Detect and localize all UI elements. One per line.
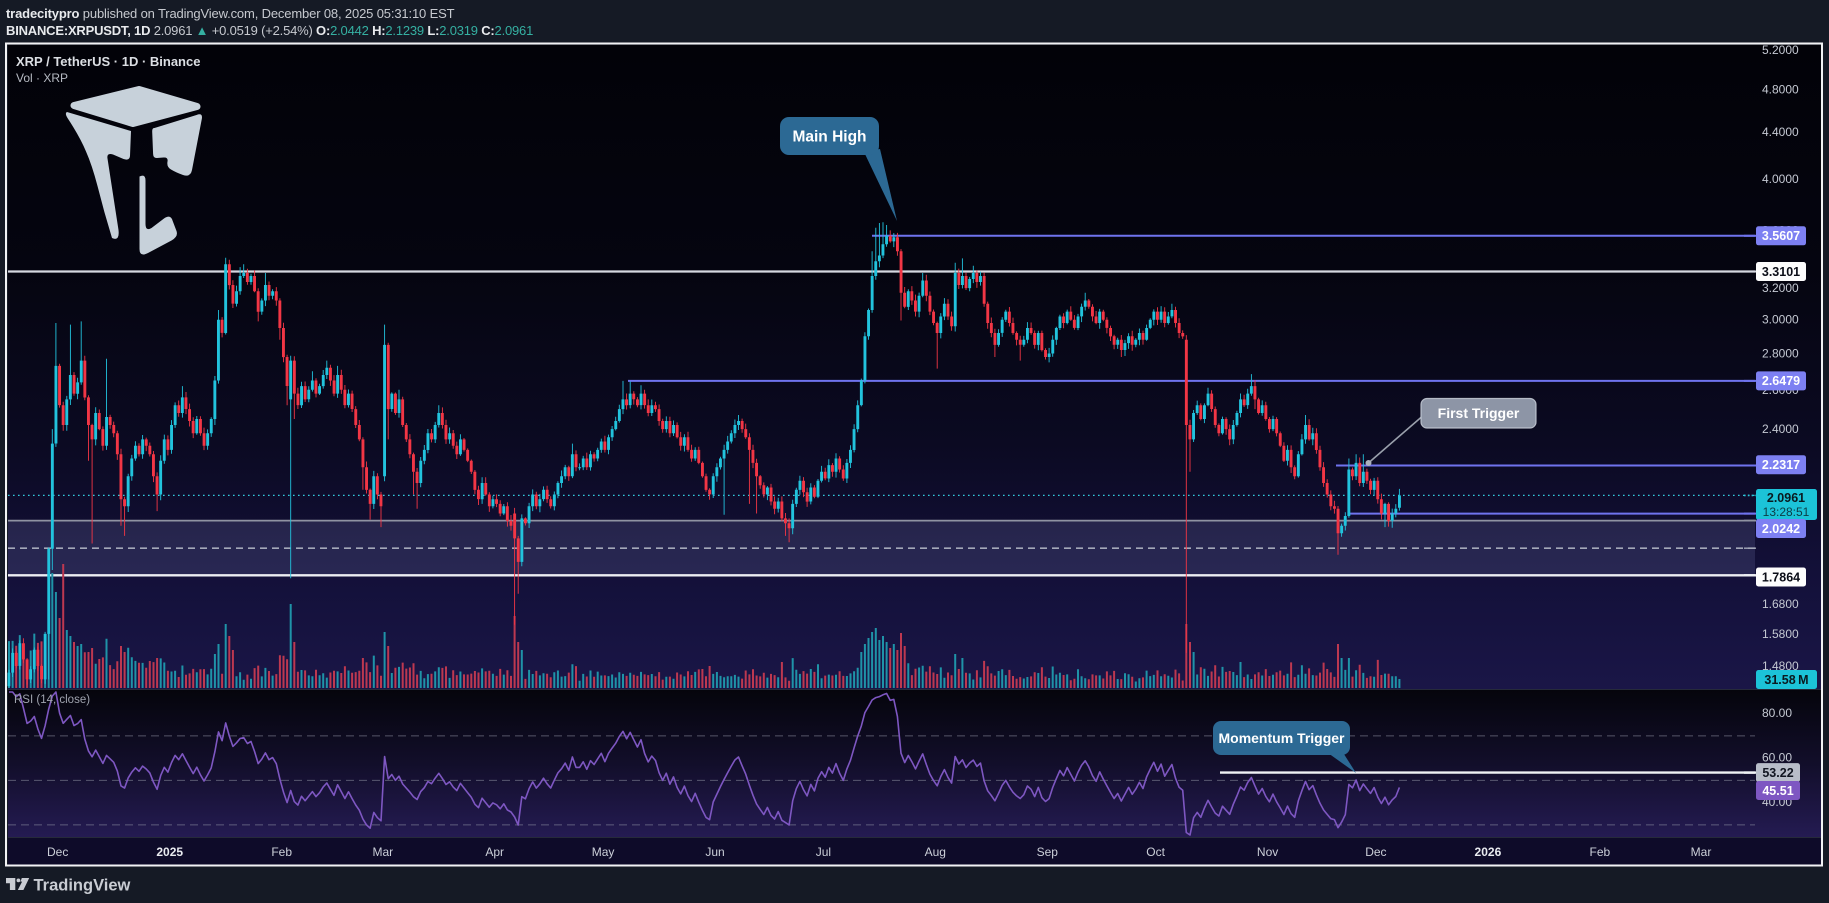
svg-text:1.5800: 1.5800 bbox=[1762, 627, 1799, 641]
svg-text:BINANCE:XRPUSDT, 1D 2.0961 ▲ +: BINANCE:XRPUSDT, 1D 2.0961 ▲ +0.0519 (+2… bbox=[6, 23, 533, 38]
svg-text:Nov: Nov bbox=[1257, 845, 1278, 859]
svg-text:2026: 2026 bbox=[1475, 845, 1502, 859]
svg-text:May: May bbox=[592, 845, 615, 859]
svg-text:Momentum Trigger: Momentum Trigger bbox=[1218, 730, 1345, 746]
svg-text:Jun: Jun bbox=[705, 845, 724, 859]
svg-text:Oct: Oct bbox=[1146, 845, 1165, 859]
svg-text:XRP / TetherUS · 1D · Binance: XRP / TetherUS · 1D · Binance bbox=[16, 54, 200, 69]
svg-text:3.0000: 3.0000 bbox=[1762, 313, 1799, 327]
svg-text:2.6479: 2.6479 bbox=[1762, 374, 1800, 388]
svg-text:4.8000: 4.8000 bbox=[1762, 82, 1799, 96]
svg-text:RSI (14, close): RSI (14, close) bbox=[14, 694, 90, 706]
svg-text:31.58 M: 31.58 M bbox=[1764, 673, 1808, 687]
svg-text:1.4800: 1.4800 bbox=[1762, 659, 1799, 673]
svg-text:2025: 2025 bbox=[156, 845, 183, 859]
svg-text:45.51: 45.51 bbox=[1762, 784, 1793, 798]
svg-text:2.0961: 2.0961 bbox=[1767, 491, 1805, 505]
svg-text:1.6800: 1.6800 bbox=[1762, 597, 1799, 611]
svg-text:1.7864: 1.7864 bbox=[1762, 570, 1800, 584]
svg-text:Apr: Apr bbox=[485, 845, 504, 859]
svg-text:4.0000: 4.0000 bbox=[1762, 172, 1799, 186]
svg-text:3.5607: 3.5607 bbox=[1762, 229, 1800, 243]
svg-text:Jul: Jul bbox=[816, 845, 831, 859]
svg-text:First Trigger: First Trigger bbox=[1438, 405, 1520, 421]
svg-text:3.3101: 3.3101 bbox=[1762, 265, 1800, 279]
svg-text:5.2000: 5.2000 bbox=[1762, 43, 1799, 57]
svg-text:2.0242: 2.0242 bbox=[1762, 522, 1800, 536]
svg-text:Sep: Sep bbox=[1037, 845, 1059, 859]
svg-text:Dec: Dec bbox=[1365, 845, 1386, 859]
svg-text:Feb: Feb bbox=[1590, 845, 1611, 859]
svg-text:Main High: Main High bbox=[792, 129, 866, 146]
svg-text:53.22: 53.22 bbox=[1762, 766, 1793, 780]
svg-text:80.00: 80.00 bbox=[1762, 706, 1792, 720]
svg-text:2.4000: 2.4000 bbox=[1762, 422, 1799, 436]
svg-text:2.8000: 2.8000 bbox=[1762, 347, 1799, 361]
svg-text:Mar: Mar bbox=[372, 845, 393, 859]
svg-text:Mar: Mar bbox=[1691, 845, 1712, 859]
svg-text:Dec: Dec bbox=[47, 845, 68, 859]
svg-text:Vol · XRP: Vol · XRP bbox=[16, 71, 68, 85]
svg-text:tradecitypro published on Trad: tradecitypro published on TradingView.co… bbox=[6, 6, 455, 21]
svg-text:13:28:51: 13:28:51 bbox=[1763, 505, 1810, 519]
svg-text:Feb: Feb bbox=[271, 845, 292, 859]
svg-text:TradingView: TradingView bbox=[34, 877, 131, 895]
svg-text:4.4000: 4.4000 bbox=[1762, 125, 1799, 139]
svg-text:3.2000: 3.2000 bbox=[1762, 281, 1799, 295]
svg-text:2.2317: 2.2317 bbox=[1762, 458, 1800, 472]
svg-text:Aug: Aug bbox=[925, 845, 946, 859]
svg-text:60.00: 60.00 bbox=[1762, 751, 1792, 765]
